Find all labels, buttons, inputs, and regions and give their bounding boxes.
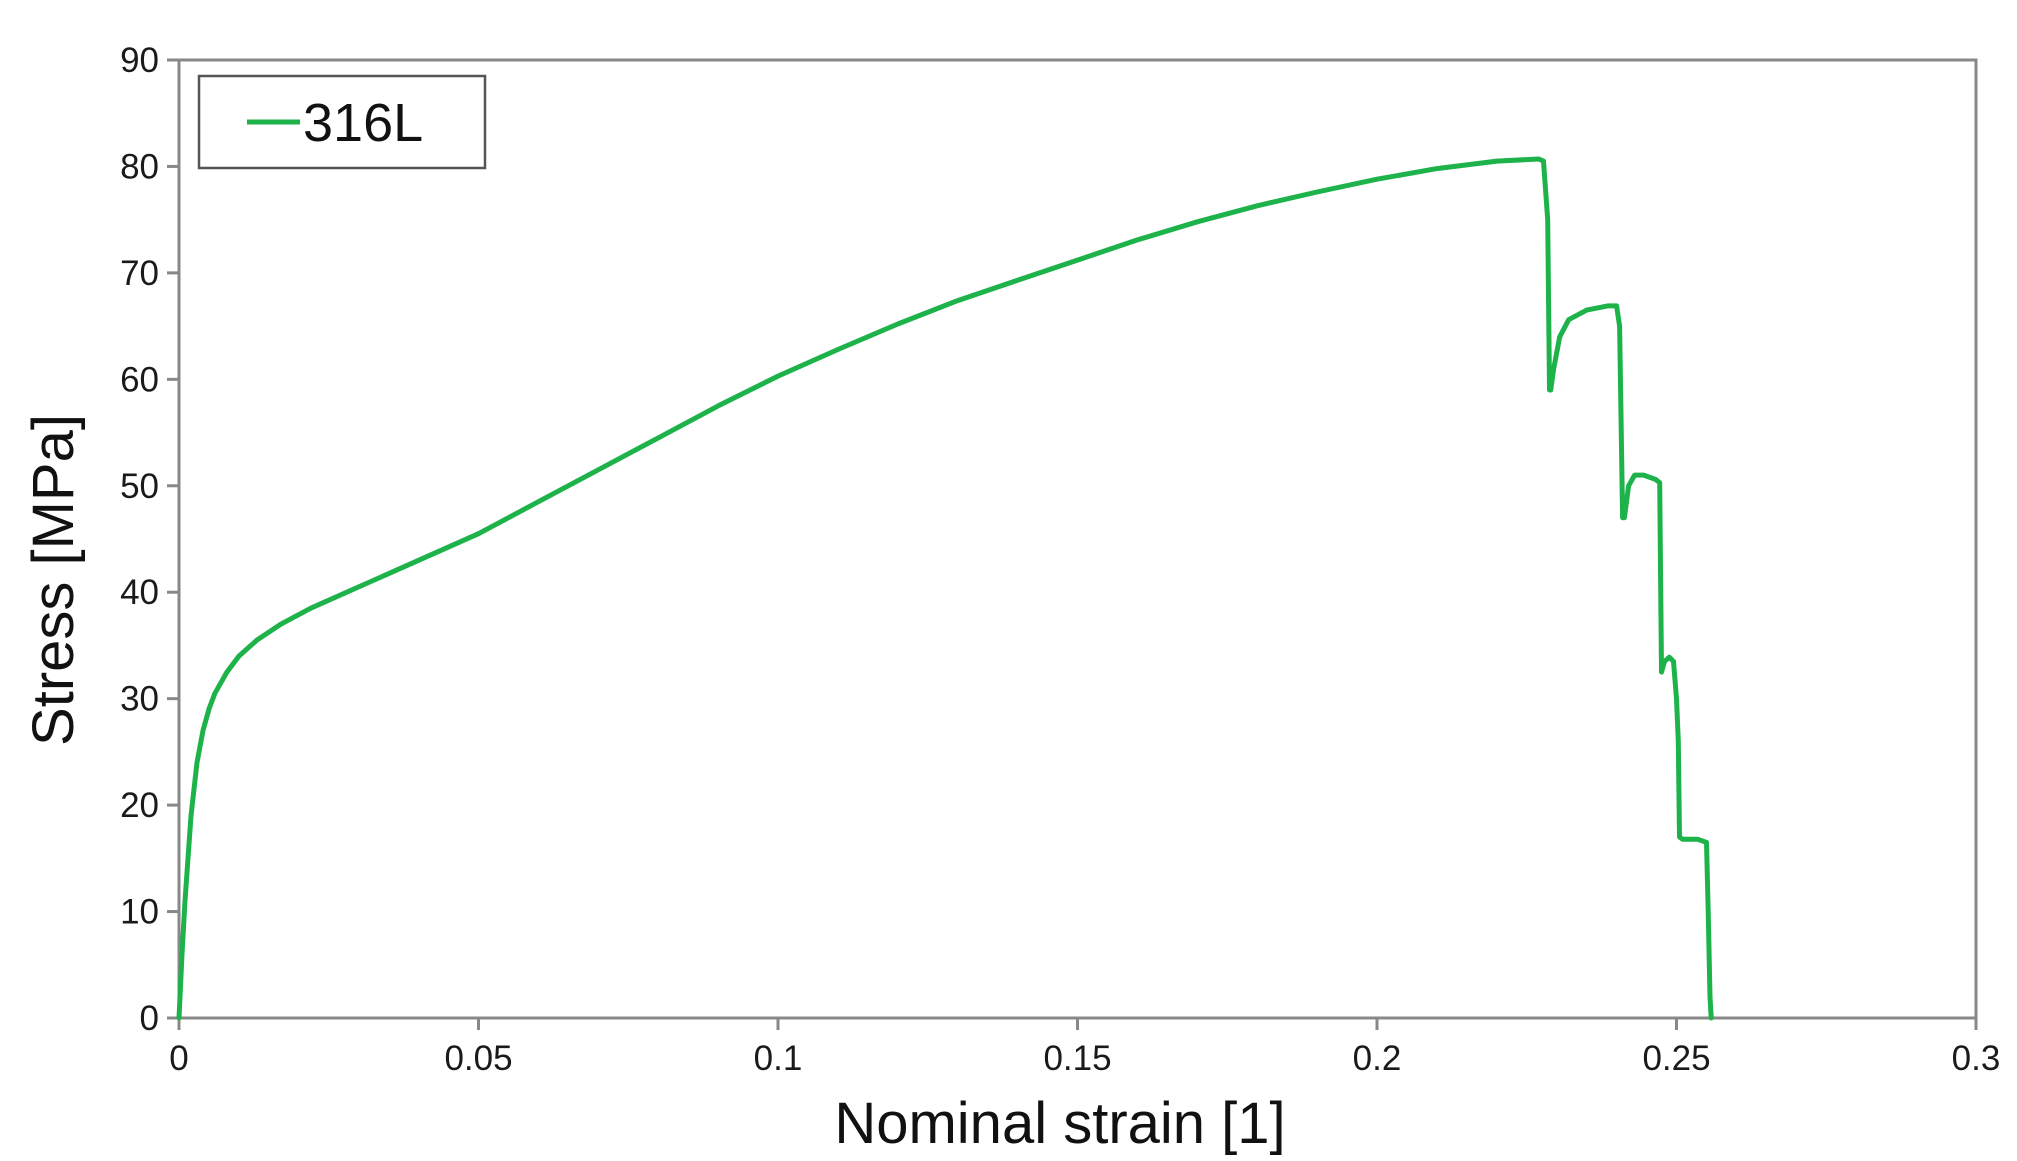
x-tick-label: 0.2 — [1353, 1039, 1402, 1078]
y-tick-label: 40 — [120, 573, 159, 612]
x-axis-title: Nominal strain [1] — [834, 1091, 1285, 1156]
y-axis: 0 10 20 30 40 50 60 70 80 90 — [120, 41, 179, 1038]
y-axis-title: Stress [MPa] — [21, 414, 86, 746]
legend-label-316l: 316L — [303, 93, 423, 153]
y-tick-label: 80 — [120, 147, 159, 186]
y-tick-label: 90 — [120, 41, 159, 80]
y-tick-label: 70 — [120, 254, 159, 293]
y-tick-label: 50 — [120, 467, 159, 506]
series-316l-line — [176, 156, 1714, 1021]
x-tick-label: 0.25 — [1642, 1039, 1710, 1078]
x-tick-label: 0.1 — [754, 1039, 803, 1078]
x-tick-label: 0.05 — [444, 1039, 512, 1078]
x-tick-label: 0 — [169, 1039, 188, 1078]
plot-area — [177, 58, 1978, 1020]
legend: 316L — [197, 74, 487, 170]
y-tick-label: 30 — [120, 680, 159, 719]
y-tick-label: 10 — [120, 893, 159, 932]
legend-box — [197, 74, 487, 170]
y-tick-label: 0 — [140, 999, 159, 1038]
x-tick-label: 0.3 — [1952, 1039, 2001, 1078]
x-axis: 0 0.05 0.1 0.15 0.2 0.25 0.3 — [169, 1018, 2000, 1078]
y-tick-label: 60 — [120, 360, 159, 399]
y-tick-label: 20 — [120, 786, 159, 825]
x-tick-label: 0.15 — [1043, 1039, 1111, 1078]
